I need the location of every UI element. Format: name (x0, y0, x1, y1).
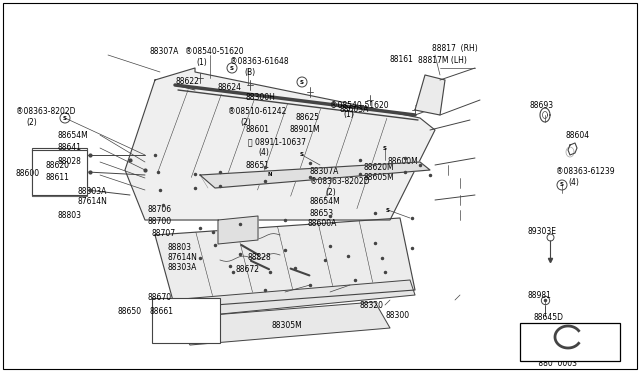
Polygon shape (155, 218, 415, 308)
Text: 88670: 88670 (148, 294, 172, 302)
Polygon shape (218, 216, 258, 244)
Text: (4): (4) (568, 177, 579, 186)
Text: S: S (560, 183, 564, 187)
Bar (152, 298, 220, 343)
Text: (2): (2) (26, 118, 36, 126)
Text: 88622: 88622 (175, 77, 199, 87)
Polygon shape (125, 68, 435, 220)
Text: N: N (268, 173, 272, 177)
Text: 88817  (RH): 88817 (RH) (432, 44, 477, 52)
Text: 88650: 88650 (118, 308, 142, 317)
Text: 88624: 88624 (218, 83, 242, 93)
Text: 88641: 88641 (58, 144, 82, 153)
Text: ®08363-61648: ®08363-61648 (230, 58, 289, 67)
Text: (2): (2) (240, 118, 251, 126)
Polygon shape (175, 302, 390, 345)
Text: 88601: 88601 (245, 125, 269, 135)
Text: 88803: 88803 (168, 244, 192, 253)
Text: 88828: 88828 (248, 253, 272, 263)
Text: 88303A: 88303A (78, 187, 108, 196)
Text: 89303E: 89303E (528, 228, 557, 237)
Text: (1): (1) (196, 58, 207, 67)
Text: S: S (386, 208, 390, 212)
Text: ®08540-51620: ®08540-51620 (185, 48, 244, 57)
Text: 88161: 88161 (390, 55, 414, 64)
Polygon shape (170, 280, 415, 318)
Text: 88604: 88604 (565, 131, 589, 140)
Text: 88706: 88706 (148, 205, 172, 215)
Text: 88605M: 88605M (363, 173, 394, 183)
Text: (2): (2) (325, 187, 336, 196)
Text: 88611: 88611 (46, 173, 70, 183)
Text: 88700: 88700 (148, 218, 172, 227)
Polygon shape (32, 150, 87, 195)
Text: ®08363-8202D: ®08363-8202D (16, 108, 76, 116)
Text: 88651: 88651 (245, 160, 269, 170)
Text: S: S (300, 153, 304, 157)
Text: 88693: 88693 (530, 100, 554, 109)
Text: 88320: 88320 (360, 301, 384, 310)
Text: 88600A: 88600A (307, 219, 337, 228)
Text: ^880  0003: ^880 0003 (532, 359, 577, 368)
Text: 88028: 88028 (58, 157, 82, 167)
Text: 88620M: 88620M (363, 164, 394, 173)
Bar (32, 148, 87, 196)
Text: S: S (63, 115, 67, 121)
Text: S: S (383, 145, 387, 151)
Text: 88305M: 88305M (272, 321, 303, 330)
Text: S: S (230, 65, 234, 71)
Text: Ⓝ 08911-10637: Ⓝ 08911-10637 (248, 138, 306, 147)
Text: 88307A: 88307A (310, 167, 339, 176)
Text: 88653: 88653 (310, 208, 334, 218)
Text: 88620: 88620 (46, 161, 70, 170)
Text: 88307A: 88307A (150, 48, 179, 57)
Text: 88300H: 88300H (245, 93, 275, 103)
Text: 88654M: 88654M (58, 131, 89, 140)
Text: (4): (4) (258, 148, 269, 157)
Text: 88303A: 88303A (168, 263, 197, 273)
Text: S: S (300, 80, 304, 84)
Text: 88661: 88661 (150, 308, 174, 317)
Text: 88603A: 88603A (340, 106, 369, 115)
Text: 88625: 88625 (296, 113, 320, 122)
Text: 88901M: 88901M (290, 125, 321, 135)
Text: 88600: 88600 (16, 169, 40, 177)
Text: 88817M (LH): 88817M (LH) (418, 55, 467, 64)
Text: 88707: 88707 (152, 230, 176, 238)
Polygon shape (415, 75, 445, 115)
Text: ®08510-61242: ®08510-61242 (228, 108, 286, 116)
Text: 88803: 88803 (58, 211, 82, 219)
Text: (1): (1) (343, 110, 354, 119)
Text: 88672: 88672 (235, 266, 259, 275)
Text: 88600M: 88600M (388, 157, 419, 167)
Text: USA: USA (539, 352, 556, 360)
Bar (520, 323, 620, 361)
Text: 88300: 88300 (385, 311, 409, 320)
Text: 88981: 88981 (528, 291, 552, 299)
Text: (B): (B) (244, 67, 255, 77)
Text: ®08363-8202D: ®08363-8202D (310, 177, 369, 186)
Text: 87614N: 87614N (168, 253, 198, 263)
Text: ®08363-61239: ®08363-61239 (556, 167, 614, 176)
Text: 88654M: 88654M (310, 198, 340, 206)
Text: 88645D: 88645D (534, 314, 564, 323)
Polygon shape (200, 162, 430, 188)
Text: 87614N: 87614N (78, 198, 108, 206)
Text: ®08540-51620: ®08540-51620 (330, 100, 388, 109)
